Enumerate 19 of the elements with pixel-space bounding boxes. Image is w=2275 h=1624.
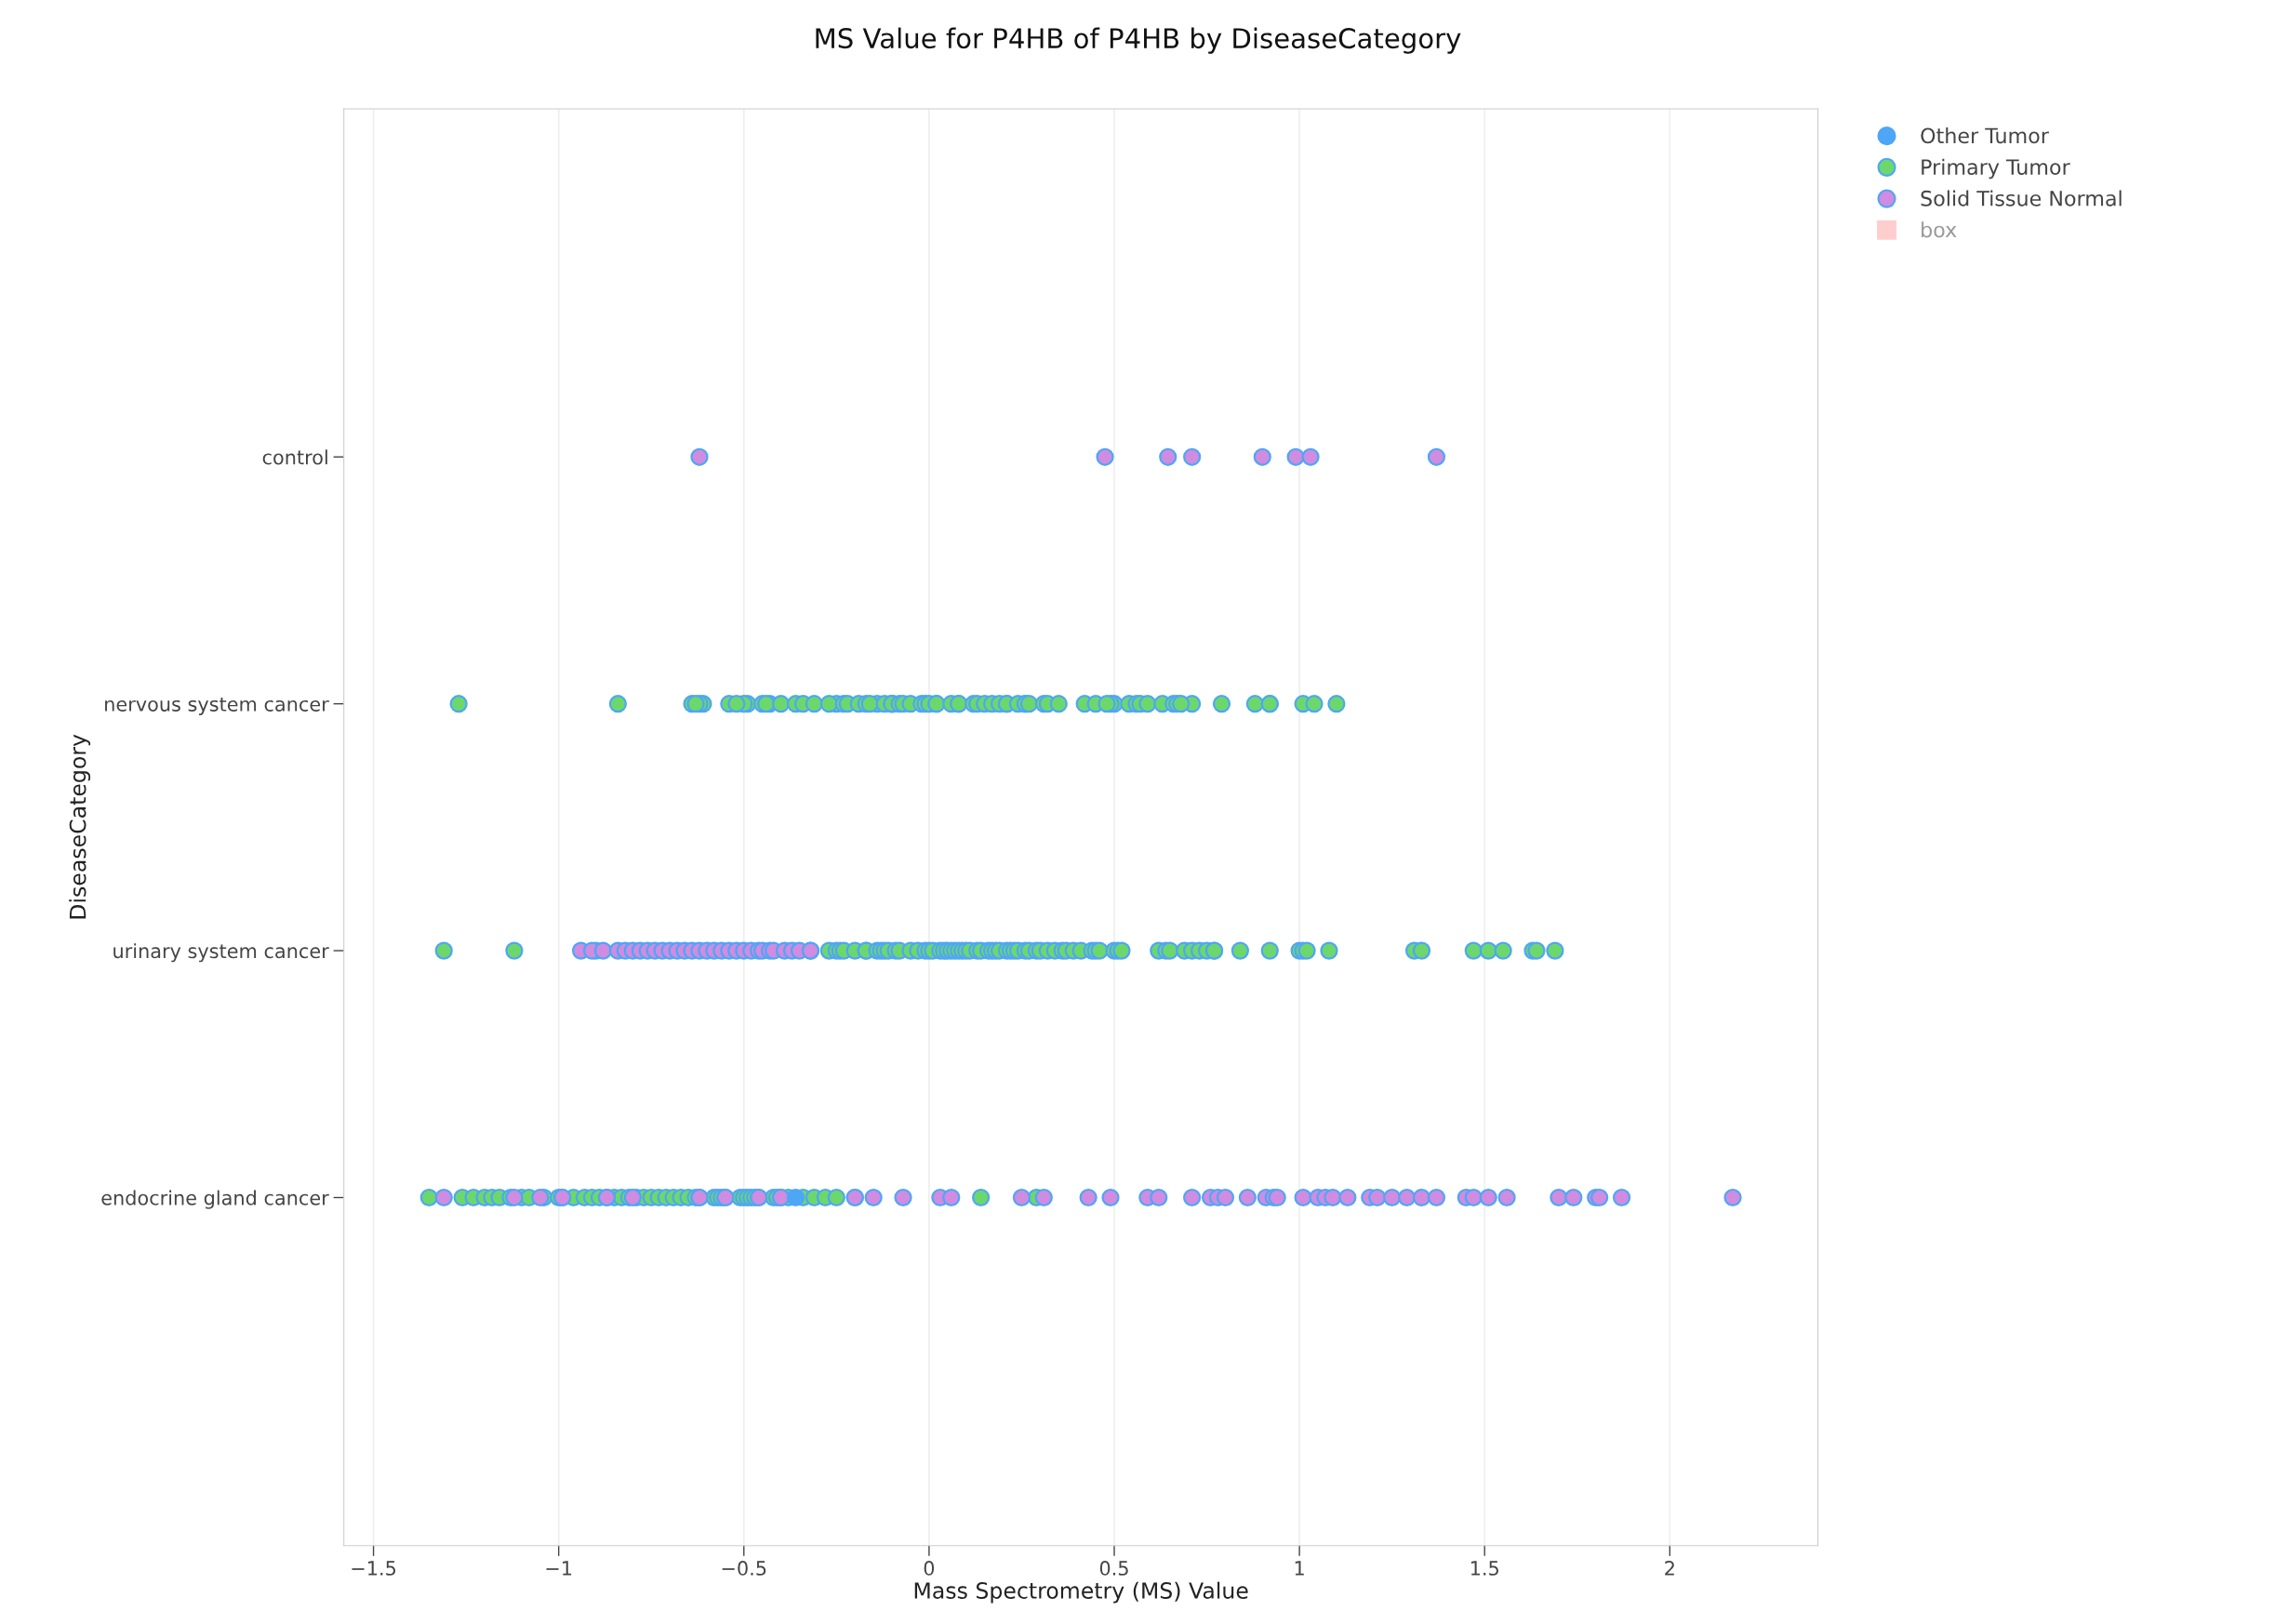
legend-label: Primary Tumor — [1922, 158, 2070, 180]
y-tick-label: control — [262, 449, 327, 465]
x-axis-title: Mass Spectrometry (MS) Value — [914, 1581, 1248, 1604]
y-tick-label: endocrine gland cancer — [101, 1190, 329, 1209]
x-tick-label: −0.5 — [722, 1561, 766, 1576]
chart-title: MS Value for P4HB of P4HB by DiseaseCategory — [816, 27, 1461, 54]
x-tick-label: −1 — [546, 1561, 572, 1576]
y-tick-label: urinary system cancer — [113, 943, 329, 963]
y-tick-label: nervous system cancer — [105, 697, 329, 715]
legend-label: box — [1922, 221, 1957, 238]
legend-label: Other Tumor — [1921, 127, 2049, 144]
x-tick-label: 2 — [1665, 1561, 1674, 1576]
x-tick-label: −1.5 — [352, 1561, 396, 1576]
x-tick-label: 1.5 — [1470, 1561, 1498, 1576]
legend-label: Solid Tissue Normal — [1921, 190, 2122, 206]
x-tick-label: 0 — [924, 1561, 935, 1576]
x-tick-label: 0.5 — [1099, 1561, 1128, 1576]
y-axis-title: DiseaseCategory — [69, 734, 91, 919]
x-tick-label: 1 — [1295, 1561, 1304, 1576]
